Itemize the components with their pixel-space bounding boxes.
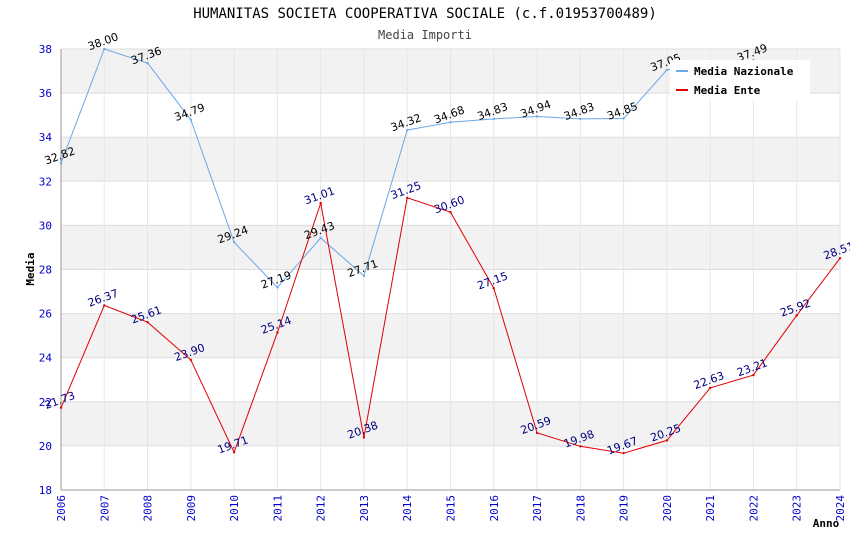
data-point	[535, 115, 539, 118]
x-tick-label: 2008	[142, 495, 155, 522]
y-tick-label: 18	[39, 484, 52, 497]
legend-label: Media Nazionale	[694, 65, 794, 78]
data-point	[622, 117, 625, 120]
y-tick-label: 34	[39, 131, 53, 144]
axes	[60, 49, 840, 491]
y-tick-label: 24	[39, 352, 53, 365]
data-point	[665, 439, 669, 442]
legend: Media Nazionale Media Ente	[670, 60, 810, 100]
data-point	[449, 121, 452, 124]
data-point	[535, 431, 539, 435]
series-lines	[59, 47, 842, 455]
data-point	[622, 451, 625, 455]
x-tick-label: 2006	[55, 495, 68, 522]
data-point	[319, 201, 322, 205]
x-tick-label: 2007	[98, 495, 111, 522]
data-point	[232, 451, 236, 454]
y-tick-label: 28	[39, 264, 52, 277]
x-tick-label: 2016	[488, 495, 501, 522]
legend-label: Media Ente	[694, 84, 761, 97]
data-point	[146, 320, 149, 324]
x-tick-label: 2011	[271, 495, 284, 522]
data-point	[319, 236, 322, 240]
x-tick-label: 2010	[228, 495, 241, 522]
data-point	[708, 386, 712, 390]
data-point	[492, 117, 495, 121]
x-tick-label: 2017	[531, 495, 544, 522]
data-point	[103, 304, 106, 307]
x-tick-label: 2023	[791, 495, 804, 522]
x-tick-label: 2014	[401, 495, 414, 522]
x-tick-label: 2021	[704, 495, 717, 522]
data-point	[579, 445, 582, 448]
y-axis-ticks: 18 20 22 24 26 28 30 32 34 36 38	[39, 43, 53, 497]
data-point	[449, 210, 452, 214]
x-tick-label: 2013	[358, 495, 371, 522]
data-point	[406, 128, 409, 132]
x-tick-label: 2024	[834, 495, 847, 522]
y-tick-label: 32	[39, 175, 52, 188]
data-point	[579, 117, 582, 121]
x-tick-label: 2022	[747, 495, 760, 522]
data-point	[838, 257, 842, 260]
chart-title: HUMANITAS SOCIETA COOPERATIVA SOCIALE (c…	[193, 6, 657, 22]
x-tick-label: 2019	[618, 495, 631, 522]
data-point	[362, 436, 366, 439]
data-point	[276, 331, 279, 334]
x-tick-label: 2009	[185, 495, 198, 522]
data-point	[59, 162, 63, 165]
data-point	[492, 287, 495, 290]
data-point	[276, 286, 279, 289]
x-tick-label: 2018	[574, 495, 587, 522]
data-point	[232, 240, 236, 244]
data-point	[189, 358, 193, 362]
data-point	[362, 274, 366, 278]
data-point	[406, 196, 409, 200]
data-point	[752, 373, 755, 377]
data-point	[103, 47, 106, 51]
data-point	[189, 118, 193, 121]
chart-subtitle: Media Importi	[378, 28, 472, 42]
y-axis-label: Media	[24, 252, 37, 285]
x-axis-ticks: 2006 2007 2008 2009 2010 2011 2012 2013 2014 2015…	[55, 495, 847, 522]
y-tick-label: 30	[39, 219, 52, 232]
x-tick-label: 2020	[661, 495, 674, 522]
x-tick-label: 2015	[445, 495, 458, 522]
y-tick-label: 22	[39, 396, 52, 409]
y-tick-label: 26	[39, 308, 52, 321]
y-tick-label: 38	[39, 43, 52, 56]
x-tick-label: 2012	[315, 495, 328, 522]
data-point	[795, 314, 798, 317]
data-point	[665, 68, 669, 72]
data-point	[59, 406, 63, 409]
legend-box	[670, 60, 810, 100]
data-point	[146, 61, 149, 65]
y-tick-label: 20	[39, 440, 52, 453]
x-axis-label: Anno	[813, 517, 840, 530]
y-tick-label: 36	[39, 87, 52, 100]
